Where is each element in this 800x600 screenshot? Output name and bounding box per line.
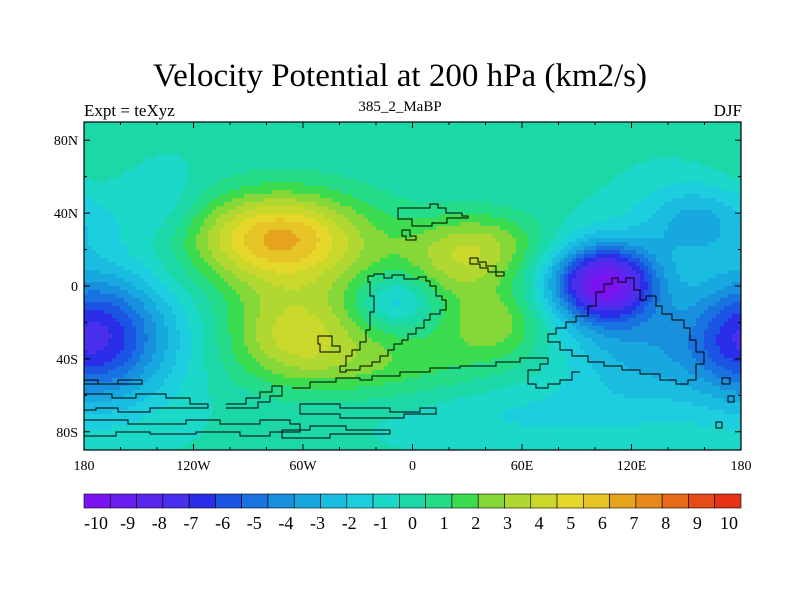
colorbar-label: 9 (693, 513, 702, 533)
x-tick-label: 120W (176, 459, 211, 474)
colorbar-box (504, 493, 532, 509)
coastline-antarctic-east (281, 403, 437, 439)
colorbar-box (556, 493, 584, 509)
colorbar-box (293, 493, 321, 509)
colorbar-label: -4 (278, 513, 293, 533)
colorbar-label: 10 (720, 513, 738, 533)
colorbar-box (215, 493, 242, 509)
x-tick-label: 60W (289, 459, 317, 474)
colorbar-label: -8 (152, 513, 167, 533)
colorbar-box (241, 493, 269, 509)
colorbar-label: 0 (408, 513, 417, 533)
case-label: 385_2_MaBP (358, 99, 442, 115)
colorbar-box (477, 493, 505, 509)
colorbar-label: -6 (215, 513, 230, 533)
colorbar-box (451, 493, 479, 509)
colorbar-box (714, 493, 742, 509)
colorbar-label: -2 (342, 513, 357, 533)
coastline-arabia (469, 257, 505, 277)
coastline-south-america (317, 335, 341, 353)
colorbar-label: -1 (373, 513, 388, 533)
colorbar-label: 8 (661, 513, 670, 533)
coastline-maritime-continent (547, 277, 735, 429)
x-tick-label: 180 (731, 459, 752, 474)
colorbar-label: -3 (310, 513, 325, 533)
colorbar-label: -9 (120, 513, 135, 533)
x-tick-label: 120E (617, 459, 647, 474)
coastline-europe-africa (397, 203, 469, 241)
colorbar-box (661, 493, 689, 509)
colorbar-box (188, 493, 216, 509)
colorbar-label: 2 (471, 513, 480, 533)
coastline-southern (292, 357, 580, 389)
colorbar-label: -7 (183, 513, 198, 533)
coastline-antarctic-west (84, 379, 301, 437)
coastline-africa (339, 273, 447, 373)
contour-field (84, 122, 741, 450)
coastline (84, 203, 735, 439)
x-tick-label: 180 (74, 459, 95, 474)
y-tick-label: 40N (54, 207, 78, 222)
colorbar-label: 3 (503, 513, 512, 533)
colorbar-box (688, 493, 716, 509)
colorbar-box (136, 493, 164, 509)
colorbar-label: 6 (598, 513, 607, 533)
chart-title: Velocity Potential at 200 hPa (km2/s) (152, 58, 648, 94)
colorbar-label: 4 (535, 513, 544, 533)
colorbar-label: 1 (440, 513, 449, 533)
axis-ticks: 180 120W 60W 0 60E 120E 180 80N 40N 0 40S 80S (54, 122, 752, 474)
colorbar-box (609, 493, 637, 509)
colorbar-label: 7 (630, 513, 639, 533)
y-tick-label: 80N (54, 134, 78, 149)
colorbar-box (635, 493, 663, 509)
colorbar-box (83, 493, 111, 509)
colorbar-box (109, 493, 137, 509)
colorbar-box (399, 493, 426, 509)
colorbar-label: 5 (566, 513, 575, 533)
colorbar-box (530, 493, 558, 509)
y-tick-label: 80S (56, 426, 78, 441)
x-tick-label: 60E (511, 459, 534, 474)
x-tick-label: 0 (409, 459, 416, 474)
colorbar-box (346, 493, 374, 509)
colorbar-box (162, 493, 190, 509)
colorbar-box (267, 493, 295, 509)
y-tick-label: 0 (71, 280, 78, 295)
season-label: DJF (713, 101, 742, 120)
colorbar-box (425, 493, 453, 509)
colorbar-label: -5 (247, 513, 262, 533)
colorbar: -10 -9 -8 -7 -6 -5 -4 -3 -2 -1 0 1 2 3 4 5 6 7 8 9 10 (83, 493, 742, 533)
colorbar-box (583, 493, 610, 509)
colorbar-label: -10 (84, 513, 108, 533)
colorbar-box (320, 493, 348, 509)
y-tick-label: 40S (56, 353, 78, 368)
experiment-label: Expt = teXyz (84, 101, 175, 120)
colorbar-box (372, 493, 400, 509)
